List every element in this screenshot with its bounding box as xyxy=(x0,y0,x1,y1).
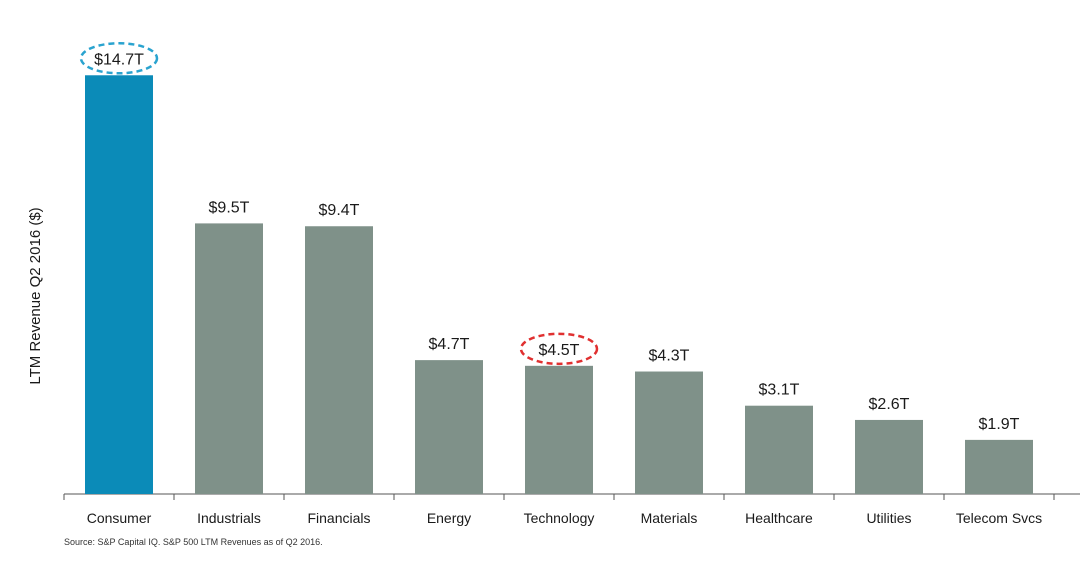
data-label: $9.4T xyxy=(319,202,360,219)
category-label: Industrials xyxy=(197,510,261,526)
category-label: Utilities xyxy=(866,510,911,526)
bars-group xyxy=(85,75,1033,495)
x-axis-ticks xyxy=(63,494,1055,500)
bar-materials xyxy=(635,371,703,494)
annotation-circle xyxy=(519,332,599,366)
annotation-circle xyxy=(79,42,159,75)
source-note: Source: S&P Capital IQ. S&P 500 LTM Reve… xyxy=(64,537,323,547)
category-labels-group: Consumer Industrials Financials Energy Techn… xyxy=(87,510,1042,526)
y-axis-label: LTM Revenue Q2 2016 ($) xyxy=(27,207,44,384)
category-label: Technology xyxy=(524,510,595,526)
bar-technology xyxy=(525,365,593,494)
category-label: Healthcare xyxy=(745,510,813,526)
bar-energy xyxy=(415,360,483,494)
data-label: $4.3T xyxy=(649,348,690,365)
bar-financials xyxy=(305,226,373,494)
category-label: Materials xyxy=(641,510,698,526)
annotation-circles-group xyxy=(79,42,599,366)
bar-utilities xyxy=(855,419,923,494)
bar-telecom-svcs xyxy=(965,439,1033,494)
data-label: $2.6T xyxy=(869,396,910,413)
bar-consumer xyxy=(85,75,153,494)
category-label: Financials xyxy=(307,510,370,526)
bar-industrials xyxy=(195,223,263,495)
data-label: $3.1T xyxy=(759,382,800,399)
category-label: Energy xyxy=(427,510,471,526)
category-label: Telecom Svcs xyxy=(956,510,1042,526)
data-label: $14.7T xyxy=(94,51,144,68)
data-label: $9.5T xyxy=(209,199,250,216)
data-labels-group: $14.7T $9.5T $9.4T $4.7T $4.5T $4.3T $3.1T $2.6… xyxy=(94,51,1020,433)
data-label: $4.5T xyxy=(539,342,580,359)
data-label: $1.9T xyxy=(979,416,1020,433)
data-label: $4.7T xyxy=(429,336,470,353)
bar-healthcare xyxy=(745,405,813,494)
category-label: Consumer xyxy=(87,510,152,526)
